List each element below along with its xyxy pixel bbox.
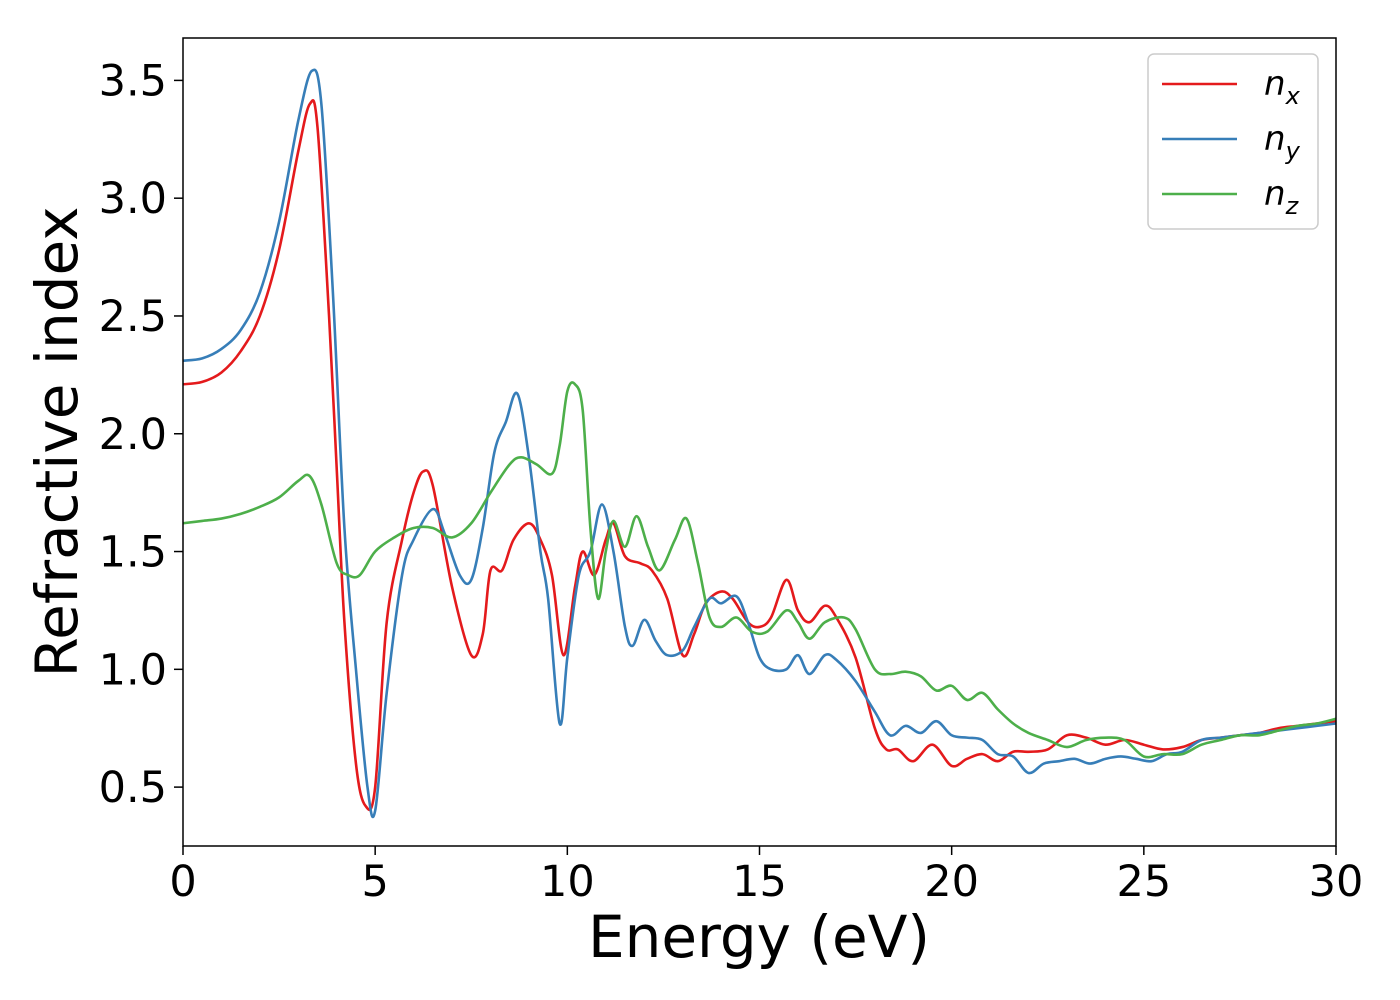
y-tick-label: 2.0	[99, 410, 167, 460]
y-axis: 0.5 1.0 1.5 2.0 2.5 3.0 3.5	[99, 56, 183, 813]
legend-label-z: nz	[1264, 174, 1300, 220]
y-tick-label: 1.0	[99, 645, 167, 695]
y-tick-label: 3.0	[99, 174, 167, 224]
legend-label-y: ny	[1264, 119, 1301, 165]
y-tick-label: 2.5	[99, 292, 167, 342]
series-line-z	[182, 381, 1337, 759]
x-tick-label: 15	[732, 857, 787, 907]
series-line-y	[182, 68, 1337, 819]
x-tick-label: 20	[924, 857, 979, 907]
x-axis: 0 5 10 15 20 25 30	[169, 846, 1363, 907]
y-tick-label: 3.5	[99, 56, 167, 106]
y-axis-title: Refractive index	[23, 206, 91, 677]
plot-area	[183, 38, 1336, 846]
x-tick-label: 10	[540, 857, 595, 907]
x-axis-title: Energy (eV)	[588, 903, 930, 971]
x-tick-label: 0	[169, 857, 196, 907]
series-lines	[182, 68, 1337, 819]
x-tick-label: 25	[1116, 857, 1171, 907]
legend-box	[1147, 53, 1319, 230]
y-tick-label: 1.5	[99, 528, 167, 578]
legend: nx ny nz	[1147, 53, 1319, 230]
series-line-x	[182, 99, 1337, 812]
legend-label-x: nx	[1264, 64, 1301, 110]
x-tick-label: 30	[1309, 857, 1364, 907]
y-tick-label: 0.5	[99, 763, 167, 813]
x-tick-label: 5	[361, 857, 388, 907]
